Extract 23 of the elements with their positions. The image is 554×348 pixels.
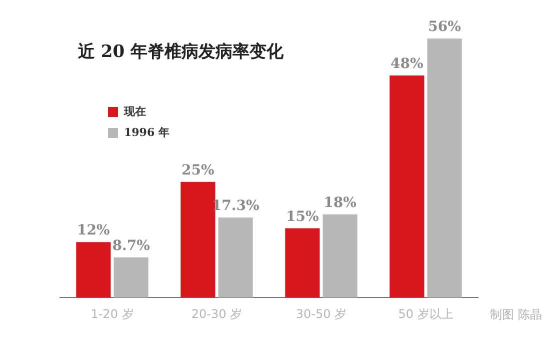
- x-tick-label: 50 岁以上: [398, 306, 454, 321]
- data-label: 8.7%: [112, 238, 150, 254]
- x-tick-label: 30-50 岁: [296, 306, 347, 321]
- x-tick-label: 20-30 岁: [191, 306, 242, 321]
- bar: [76, 242, 111, 298]
- data-label: 48%: [390, 56, 424, 72]
- bar: [180, 182, 216, 298]
- text: 制图 陈晶: [490, 308, 542, 322]
- bar: [218, 218, 253, 298]
- legend-label: 现在: [124, 104, 146, 119]
- data-label: 25%: [182, 162, 214, 179]
- x-tick-label: 1-20 岁: [90, 306, 134, 321]
- bar: [114, 257, 148, 298]
- data-label: 12%: [77, 222, 110, 239]
- data-label: 56%: [428, 19, 461, 36]
- chart-title: 近 20 年脊椎病发病率变化: [78, 41, 284, 63]
- bar: [322, 214, 358, 298]
- bar: [390, 76, 424, 298]
- bar: [427, 38, 462, 298]
- legend-label: 1996 年: [124, 125, 170, 140]
- data-label: 15%: [286, 208, 319, 225]
- data-label: 18%: [324, 194, 356, 211]
- bar: [285, 228, 320, 298]
